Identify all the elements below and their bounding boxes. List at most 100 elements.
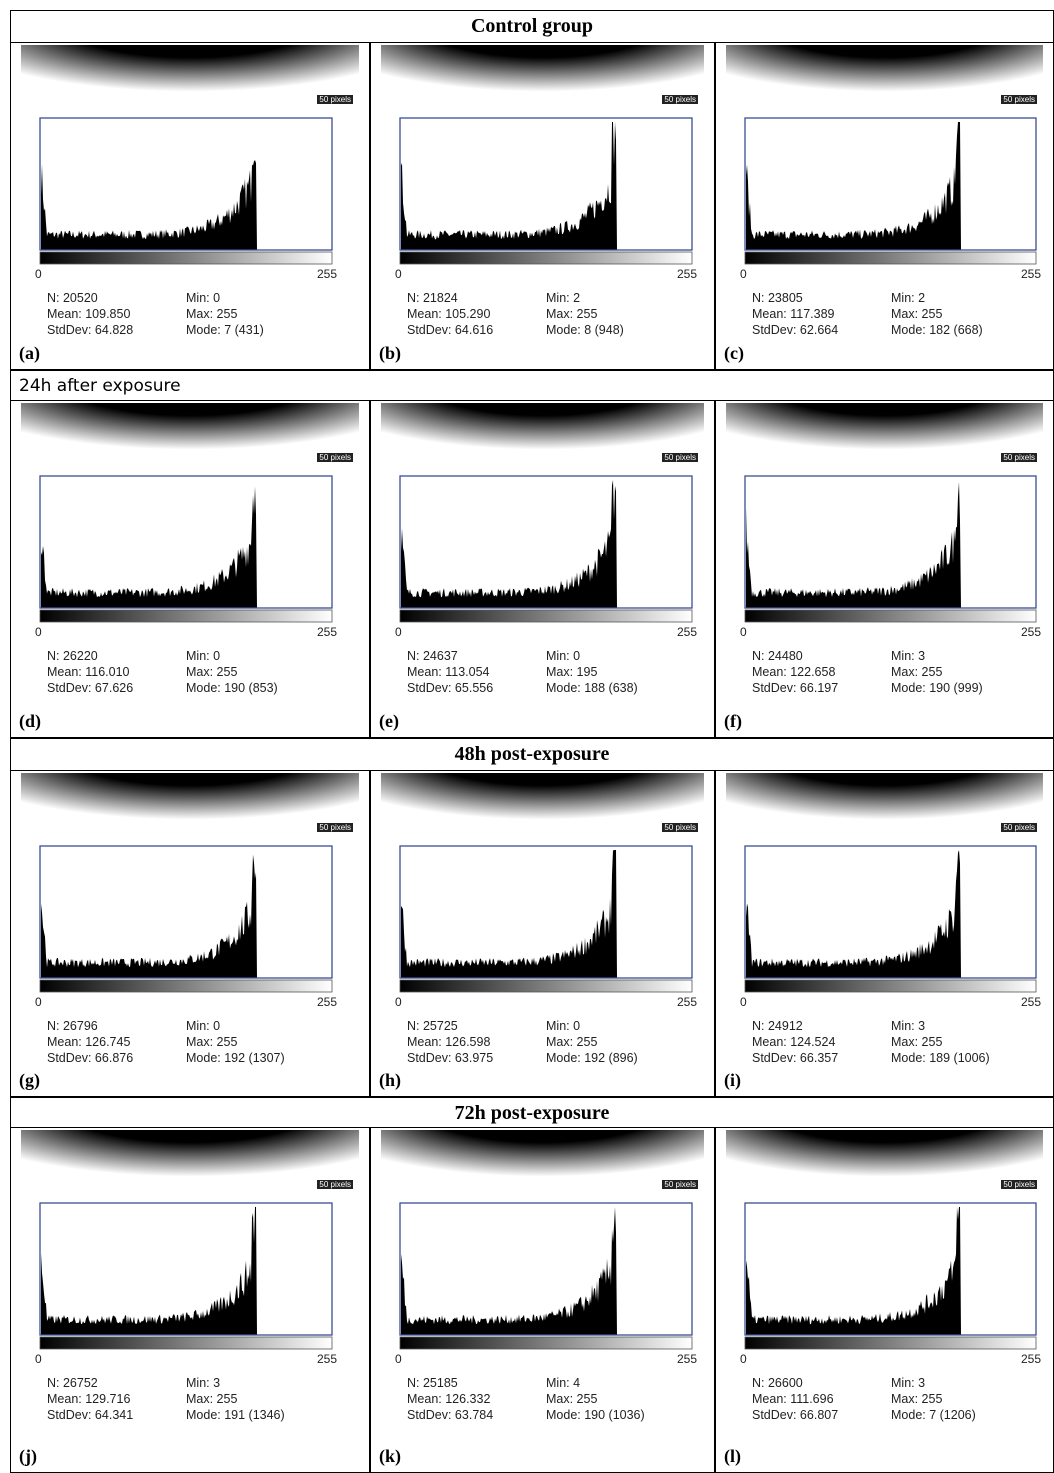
- stat-text: Min: 0: [186, 649, 220, 663]
- axis-max: 255: [677, 267, 697, 281]
- scale-bar: 50 pixels: [317, 1178, 353, 1189]
- stat-text: N: 26796: [47, 1019, 98, 1033]
- stat-text: Min: 3: [891, 649, 925, 663]
- scale-bar: 50 pixels: [662, 1178, 698, 1189]
- axis-max: 255: [677, 995, 697, 1009]
- stat-text: Min: 0: [546, 1019, 580, 1033]
- stat-text: Min: 2: [546, 291, 580, 305]
- stat-text: Max: 255: [891, 1392, 942, 1406]
- axis-min: 0: [740, 995, 747, 1009]
- stat-text: Mean: 111.696: [752, 1392, 834, 1406]
- micrograph: 50 pixels: [381, 45, 704, 107]
- micrograph: 50 pixels: [21, 1130, 359, 1192]
- histogram-shape: [401, 122, 689, 250]
- axis-max: 255: [677, 1352, 697, 1366]
- section-header: 24h after exposure: [10, 370, 1054, 400]
- stat-text: Mode: 189 (1006): [891, 1051, 990, 1065]
- stat-text: Mode: 190 (1036): [546, 1408, 645, 1422]
- histogram-shape: [746, 482, 1033, 608]
- histogram: [744, 117, 1039, 269]
- panel-label: (d): [19, 711, 41, 732]
- micrograph: 50 pixels: [726, 1130, 1043, 1192]
- panel-label: (b): [379, 343, 401, 364]
- axis-max: 255: [1021, 1352, 1041, 1366]
- stat-text: StdDev: 66.876: [47, 1051, 133, 1065]
- axis-max: 255: [317, 1352, 337, 1366]
- stat-text: StdDev: 63.975: [407, 1051, 493, 1065]
- stat-text: Mean: 105.290: [407, 307, 490, 321]
- stat-text: Max: 255: [546, 1392, 597, 1406]
- histogram: [39, 1202, 335, 1354]
- panel-label: (c): [724, 343, 744, 364]
- gray-ramp: [40, 1337, 332, 1349]
- histogram-frame: [745, 476, 1036, 608]
- histogram-frame: [400, 476, 692, 608]
- stat-text: Mean: 117.389: [752, 307, 834, 321]
- histogram: [39, 475, 335, 627]
- figure: Control group50 pixels0255N: 20520Min: 0…: [0, 0, 1054, 1473]
- scale-bar: 50 pixels: [317, 451, 353, 462]
- histogram-shape: [746, 850, 1033, 978]
- gray-ramp: [400, 610, 692, 622]
- stat-text: Min: 0: [186, 1019, 220, 1033]
- axis-min: 0: [740, 625, 747, 639]
- stat-text: N: 26220: [47, 649, 98, 663]
- scale-bar: 50 pixels: [317, 93, 353, 104]
- section-header: 72h post-exposure: [10, 1097, 1054, 1127]
- gray-ramp: [40, 252, 332, 264]
- micrograph: 50 pixels: [726, 773, 1043, 835]
- axis-min: 0: [35, 625, 42, 639]
- stat-text: Min: 0: [546, 649, 580, 663]
- histogram-frame: [745, 846, 1036, 978]
- panel-label: (k): [379, 1446, 401, 1467]
- histogram: [744, 845, 1039, 997]
- histogram-shape: [41, 486, 329, 608]
- stat-text: N: 24637: [407, 649, 458, 663]
- histogram: [399, 1202, 695, 1354]
- gray-ramp: [40, 610, 332, 622]
- axis-min: 0: [35, 267, 42, 281]
- micrograph: 50 pixels: [726, 45, 1043, 107]
- gray-ramp: [745, 980, 1036, 992]
- histogram: [39, 845, 335, 997]
- stat-text: N: 25725: [407, 1019, 458, 1033]
- panel-label: (l): [724, 1446, 741, 1467]
- stat-text: Max: 255: [546, 1035, 597, 1049]
- stat-text: Min: 2: [891, 291, 925, 305]
- scale-bar: 50 pixels: [1001, 93, 1037, 104]
- micrograph: 50 pixels: [21, 45, 359, 107]
- micrograph: 50 pixels: [726, 403, 1043, 465]
- stat-text: Mode: 191 (1346): [186, 1408, 285, 1422]
- axis-max: 255: [1021, 995, 1041, 1009]
- histogram-frame: [40, 846, 332, 978]
- stat-text: N: 25185: [407, 1376, 458, 1390]
- stat-text: N: 24912: [752, 1019, 803, 1033]
- histogram-shape: [746, 1207, 1033, 1335]
- gray-ramp: [400, 1337, 692, 1349]
- histogram-frame: [400, 118, 692, 250]
- stat-text: Min: 0: [186, 291, 220, 305]
- histogram: [39, 117, 335, 269]
- panel-label: (f): [724, 711, 742, 732]
- gray-ramp: [745, 1337, 1036, 1349]
- stat-text: StdDev: 66.197: [752, 681, 838, 695]
- stat-text: Mean: 116.010: [47, 665, 129, 679]
- stat-text: Mean: 122.658: [752, 665, 835, 679]
- axis-min: 0: [395, 995, 402, 1009]
- section-header: Control group: [10, 10, 1054, 42]
- histogram-shape: [401, 850, 689, 978]
- section-header: 48h post-exposure: [10, 738, 1054, 770]
- stat-text: Mode: 190 (999): [891, 681, 983, 695]
- stat-text: Max: 255: [186, 307, 237, 321]
- scale-bar: 50 pixels: [1001, 1178, 1037, 1189]
- stat-text: Max: 195: [546, 665, 597, 679]
- axis-min: 0: [35, 1352, 42, 1366]
- gray-ramp: [745, 610, 1036, 622]
- stat-text: N: 23805: [752, 291, 803, 305]
- histogram: [399, 475, 695, 627]
